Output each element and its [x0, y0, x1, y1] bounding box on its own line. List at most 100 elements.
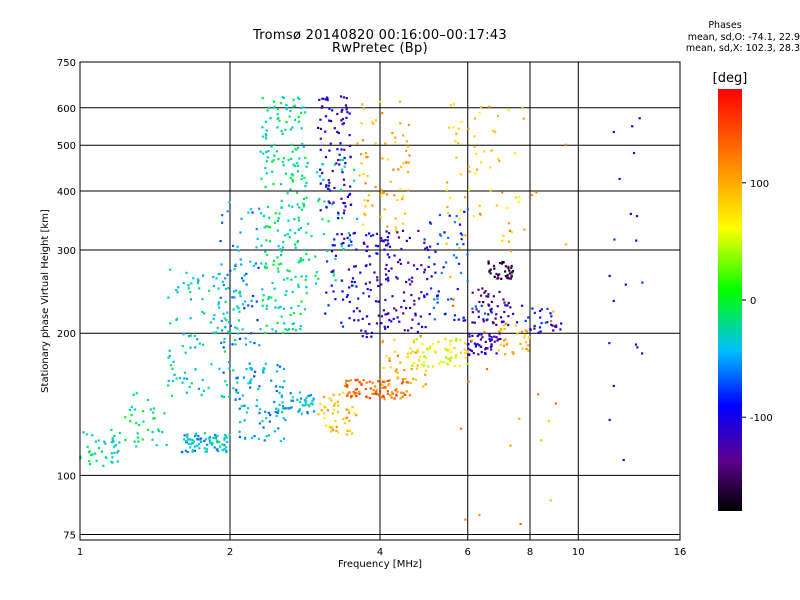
echo-point [249, 386, 252, 389]
echo-point [167, 379, 170, 383]
echo-point [111, 438, 114, 442]
echo-point [390, 267, 393, 270]
echo-point [449, 343, 452, 346]
echo-point [236, 376, 239, 379]
echo-point [274, 212, 277, 215]
echo-point [353, 231, 356, 235]
echo-point [185, 271, 188, 274]
echo-point [618, 177, 621, 180]
echo-point [336, 400, 340, 403]
echo-point [352, 390, 355, 394]
echo-point [438, 233, 442, 236]
x-tick-label: 6 [465, 547, 471, 558]
echo-point [396, 198, 399, 202]
echo-point [356, 307, 359, 310]
echo-point [317, 199, 320, 202]
echo-point [388, 232, 391, 235]
echo-point [314, 255, 317, 258]
echo-point [402, 391, 405, 394]
echo-point [450, 351, 453, 354]
echo-point [317, 413, 320, 416]
chart-title: Tromsø 20140820 00:16:00–00:17:43 [252, 28, 508, 43]
echo-point [393, 307, 396, 310]
echo-point [229, 269, 232, 272]
echo-point [271, 170, 274, 173]
echo-point [537, 393, 540, 396]
echo-point [277, 409, 280, 413]
echo-point [304, 278, 307, 281]
echo-point [453, 318, 456, 322]
echo-point [366, 287, 369, 291]
echo-point [364, 388, 367, 391]
echo-point [274, 410, 277, 414]
echo-point [286, 407, 290, 410]
echo-point [281, 132, 284, 136]
echo-point [467, 353, 471, 356]
echo-point [341, 290, 344, 293]
echo-point [291, 150, 294, 153]
echo-point [232, 369, 235, 372]
echo-point [227, 330, 230, 333]
echo-point [339, 188, 343, 192]
echo-point [221, 280, 225, 283]
echo-point [324, 312, 327, 315]
echo-point [303, 248, 306, 252]
echo-point [281, 160, 285, 164]
echo-point [302, 205, 306, 208]
echo-point [386, 253, 389, 256]
echo-point [189, 291, 192, 294]
echo-point [192, 277, 195, 280]
echo-point [259, 328, 262, 331]
echo-point [296, 239, 300, 243]
echo-point [449, 276, 452, 279]
echo-point [489, 268, 492, 271]
echo-point [113, 451, 116, 454]
echo-point [272, 259, 276, 263]
echo-point [340, 233, 343, 236]
echo-point [419, 355, 422, 359]
echo-point [345, 96, 348, 100]
echo-point [254, 262, 258, 265]
echo-point [337, 217, 340, 220]
echo-point [300, 178, 303, 181]
echo-point [205, 450, 208, 453]
echo-point [286, 277, 289, 280]
echo-point [463, 196, 467, 199]
echo-point [188, 385, 191, 389]
echo-point [355, 414, 358, 417]
echo-point [475, 308, 478, 311]
echo-point [278, 212, 281, 215]
echo-point [318, 98, 321, 102]
echo-point [393, 254, 396, 257]
echo-point [280, 394, 284, 397]
echo-point [91, 453, 94, 456]
echo-point [234, 338, 237, 342]
echo-point [330, 284, 333, 287]
echo-point [483, 150, 486, 153]
echo-point [317, 277, 320, 280]
echo-point [387, 384, 390, 387]
echo-point [370, 331, 374, 335]
echo-point [452, 254, 456, 257]
echo-point [212, 317, 215, 320]
echo-point [280, 130, 283, 133]
echo-point [399, 122, 402, 125]
echo-point [483, 331, 486, 334]
echo-point [635, 215, 639, 218]
echo-point [402, 134, 405, 137]
echo-point [415, 338, 418, 341]
echo-point [476, 342, 479, 346]
echo-point [326, 98, 329, 102]
echo-point [319, 148, 322, 151]
echo-point [292, 322, 296, 325]
echo-point [351, 277, 355, 280]
echo-point [407, 123, 411, 127]
echo-point [427, 348, 430, 351]
echo-point [431, 342, 435, 346]
echo-point [387, 242, 390, 245]
echo-point [433, 298, 436, 301]
echo-point [223, 395, 226, 399]
echo-point [300, 208, 303, 211]
echo-point [508, 229, 512, 232]
echo-point [632, 151, 636, 155]
